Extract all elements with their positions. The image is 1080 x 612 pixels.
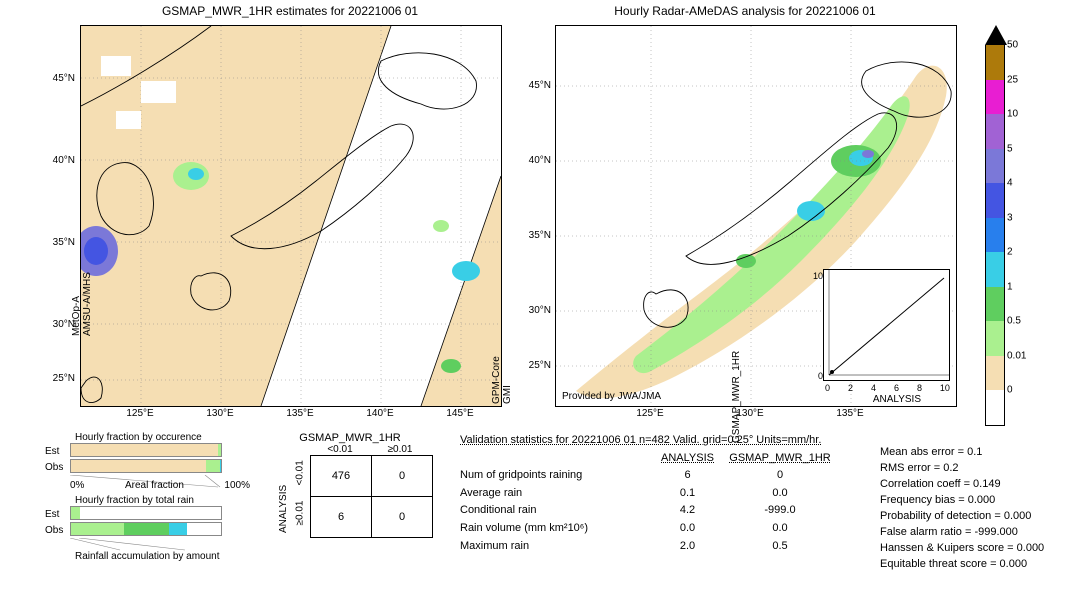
lat-tick-r: 35°N — [516, 230, 551, 241]
scatter-inset — [823, 269, 950, 381]
occ-title: Hourly fraction by occurence — [75, 432, 250, 443]
right-map-title: Hourly Radar-AMeDAS analysis for 2022100… — [545, 4, 945, 18]
inset-xlabel: ANALYSIS — [873, 394, 921, 405]
inset-yticks: 010 — [813, 271, 823, 381]
left-map-panel: MetOp-AAMSU-A/MHS GPM-CoreGMI — [80, 25, 502, 407]
lat-tick-r: 45°N — [516, 80, 551, 91]
colorbar: 502510543210.50.010 — [985, 25, 1007, 426]
fraction-block: Hourly fraction by occurence Est Obs 0% … — [45, 432, 250, 562]
lat-tick-r: 30°N — [516, 305, 551, 316]
lat-tick: 40°N — [40, 155, 75, 166]
lat-tick-r: 25°N — [516, 360, 551, 371]
right-map-panel: Provided by JWA/JMA ANALYSIS GSMAP_MWR_1… — [555, 25, 957, 407]
inset-xticks: 0246810 — [825, 383, 950, 393]
lat-tick: 35°N — [40, 237, 75, 248]
provider-label: Provided by JWA/JMA — [562, 391, 661, 402]
sat-label-right: GPM-CoreGMI — [491, 356, 513, 404]
lon-tick: 140°E — [366, 408, 393, 419]
metrics-block: Mean abs error = 0.1RMS error = 0.2Corre… — [880, 445, 1044, 573]
inset-ylabel: GSMAP_MWR_1HR — [731, 351, 742, 443]
ct-title: GSMAP_MWR_1HR — [270, 432, 430, 444]
rain-title: Hourly fraction by total rain — [75, 495, 250, 506]
figure-root: GSMAP_MWR_1HR estimates for 20221006 01 … — [0, 0, 1080, 612]
lat-tick: 25°N — [40, 373, 75, 384]
accum-title: Rainfall accumulation by amount — [75, 551, 250, 562]
occ-est-bar — [70, 443, 222, 457]
lat-tick: 45°N — [40, 73, 75, 84]
lat-tick-r: 40°N — [516, 155, 551, 166]
lon-tick-r: 130°E — [736, 408, 763, 419]
lon-tick: 145°E — [446, 408, 473, 419]
validation-block: Validation statistics for 20221006 01 n=… — [460, 432, 930, 555]
lon-tick: 135°E — [286, 408, 313, 419]
lon-tick-r: 125°E — [636, 408, 663, 419]
left-map-svg — [81, 26, 501, 406]
occ-obs-bar — [70, 459, 222, 473]
lon-tick-r: 135°E — [836, 408, 863, 419]
validation-title: Validation statistics for 20221006 01 n=… — [460, 432, 930, 450]
contingency-block: GSMAP_MWR_1HR <0.01 ≥0.01 ANALYSIS <0.01… — [270, 432, 433, 538]
lon-tick: 125°E — [126, 408, 153, 419]
contingency-table: 4760 60 — [310, 455, 433, 538]
rain-est-bar — [70, 506, 222, 520]
lon-tick: 130°E — [206, 408, 233, 419]
lat-tick: 30°N — [40, 319, 75, 330]
left-map-title: GSMAP_MWR_1HR estimates for 20221006 01 — [80, 4, 500, 18]
rain-obs-bar — [70, 522, 222, 536]
